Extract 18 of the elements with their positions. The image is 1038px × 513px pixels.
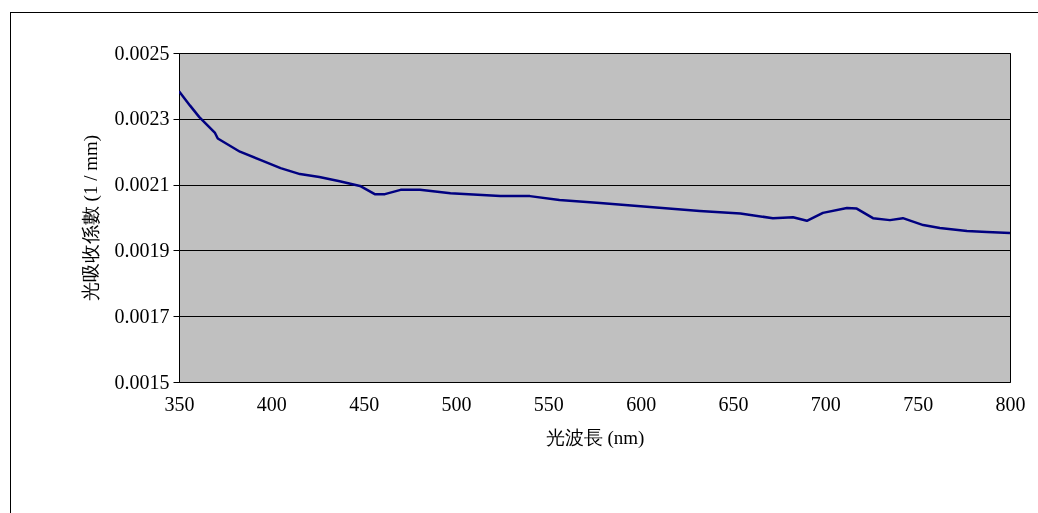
x-tick-label: 400 bbox=[256, 392, 287, 415]
x-axis-title: 光波長 (nm) bbox=[545, 426, 645, 449]
x-tick-label: 600 bbox=[626, 392, 657, 415]
y-tick-label: 0.0025 bbox=[114, 41, 170, 64]
x-tick-label: 450 bbox=[349, 392, 380, 415]
x-tick-label: 650 bbox=[718, 392, 749, 415]
x-tick-label: 350 bbox=[164, 392, 195, 415]
x-tick-label: 500 bbox=[441, 392, 472, 415]
y-tick-label: 0.0023 bbox=[114, 107, 170, 130]
y-tick-label: 0.0019 bbox=[114, 238, 170, 261]
x-tick-label: 700 bbox=[810, 392, 841, 415]
y-tick-label: 0.0021 bbox=[114, 173, 170, 196]
y-tick-label: 0.0015 bbox=[114, 370, 170, 393]
x-tick-label: 550 bbox=[533, 392, 564, 415]
y-tick-label: 0.0017 bbox=[114, 304, 170, 327]
x-tick-label: 750 bbox=[903, 392, 934, 415]
y-axis-title: 光吸收係數 (1 / mm) bbox=[79, 134, 102, 302]
x-tick-label: 800 bbox=[995, 392, 1026, 415]
